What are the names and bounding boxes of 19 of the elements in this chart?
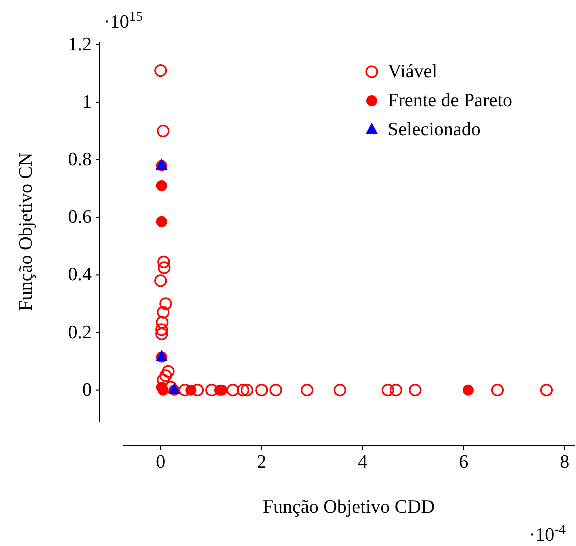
y-axis-title: Função Objetivo CN bbox=[16, 152, 37, 312]
y-tick-label: 0 bbox=[82, 380, 92, 401]
x-tick-label: 0 bbox=[156, 452, 166, 473]
legend-label: Viável bbox=[388, 62, 438, 82]
x-tick-label: 2 bbox=[257, 452, 267, 473]
y-tick-label: 0.8 bbox=[68, 150, 92, 171]
text: ·10$^{15}$ bbox=[104, 8, 144, 33]
x-axis-title: Função Objetivo CDD bbox=[262, 497, 436, 518]
y-tick-label: 0.2 bbox=[68, 322, 92, 344]
x-tick-label: 8 bbox=[560, 452, 570, 473]
y-tick-label: 1 bbox=[82, 92, 92, 113]
text: ·10$^{-4}$ bbox=[529, 522, 566, 546]
y-tick-label: 0.6 bbox=[68, 207, 92, 228]
x-tick-label: 4 bbox=[358, 452, 368, 473]
x-tick-label: 6 bbox=[459, 452, 469, 473]
y-tick-label: 1.2 bbox=[68, 34, 92, 56]
legend-label: Selecionado bbox=[388, 120, 481, 140]
legend-label: Frente de Pareto bbox=[388, 90, 513, 112]
y-tick-label: 0.4 bbox=[68, 264, 92, 286]
